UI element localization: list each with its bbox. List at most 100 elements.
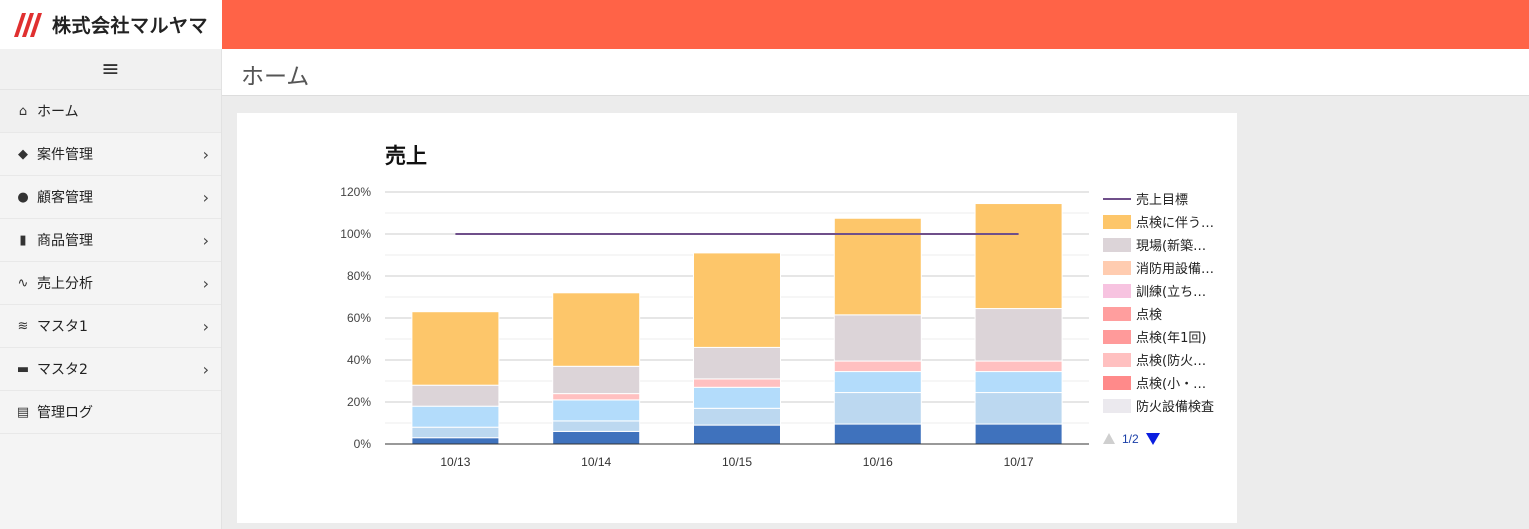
bar-segment — [552, 393, 641, 401]
sidebar-item-label: 商品管理 — [37, 233, 93, 249]
chevron-right-icon[interactable]: › — [202, 231, 209, 250]
menu-toggle-button[interactable]: ≡ — [0, 49, 221, 90]
sales-chart-card: 売上 0% 20% 40% 60% 80% 100% 120% 10/13 10/14 10/15 1… — [237, 113, 1237, 523]
bar-segment — [411, 437, 500, 445]
chevron-right-icon[interactable]: › — [202, 188, 209, 207]
line-chart-icon: ∿ — [17, 275, 29, 291]
legend-swatch — [1103, 353, 1131, 367]
bar-segment — [833, 423, 922, 445]
y-tick-label: 60% — [347, 311, 371, 325]
bar-segment — [833, 360, 922, 373]
legend-page-indicator: 1/2 — [1122, 432, 1139, 446]
bar-segment — [833, 392, 922, 425]
x-tick-label: 10/13 — [440, 455, 470, 469]
file-icon: ▤ — [16, 404, 30, 420]
bar-segment — [693, 346, 781, 380]
page-header: ホーム — [222, 49, 1529, 96]
bar-segment — [974, 371, 1063, 394]
chevron-right-icon[interactable]: › — [202, 317, 209, 336]
sidebar-item-label: 売上分析 — [37, 276, 93, 292]
legend-label: 点検(小・… — [1136, 377, 1206, 392]
briefcase-icon: ▬ — [16, 361, 30, 377]
legend-label: 点検(防火… — [1136, 353, 1206, 369]
bar-segment — [693, 378, 781, 388]
chevron-right-icon[interactable]: › — [202, 360, 209, 379]
sidebar-item-label: 案件管理 — [37, 147, 93, 163]
legend-label: 消防用設備… — [1136, 261, 1214, 277]
y-tick-label: 120% — [340, 185, 371, 199]
legend-label: 売上目標 — [1136, 192, 1188, 208]
y-tick-label: 100% — [340, 227, 371, 241]
bar-segment — [833, 314, 922, 362]
bar-segment — [552, 399, 641, 422]
bar-segment — [693, 252, 781, 348]
sidebar-item-4[interactable]: ∿ 売上分析 › — [0, 262, 221, 305]
x-tick-label: 10/14 — [581, 455, 611, 469]
bar-segment — [411, 426, 500, 439]
bar-segment — [833, 371, 922, 394]
x-tick-label: 10/16 — [863, 455, 893, 469]
legend-next-icon[interactable] — [1146, 433, 1160, 445]
y-tick-label: 40% — [347, 353, 371, 367]
sidebar-item-5[interactable]: ≋ マスタ1 › — [0, 305, 221, 348]
x-tick-label: 10/17 — [1004, 455, 1034, 469]
database-icon: ≋ — [17, 318, 29, 334]
sidebar-item-7[interactable]: ▤ 管理ログ — [0, 391, 221, 434]
y-tick-label: 20% — [347, 395, 371, 409]
legend-swatch — [1103, 284, 1131, 298]
bar-segment — [552, 292, 641, 367]
page-title: ホーム — [241, 64, 310, 90]
sidebar-item-2[interactable]: ● 顧客管理 › — [0, 176, 221, 219]
chevron-right-icon[interactable]: › — [202, 274, 209, 293]
sidebar-item-label: 管理ログ — [37, 405, 93, 421]
sidebar-item-label: ホーム — [37, 104, 79, 120]
sidebar-item-1[interactable]: ◆ 案件管理 › — [0, 133, 221, 176]
bar-segment — [974, 392, 1063, 425]
hamburger-icon[interactable]: ≡ — [101, 56, 120, 82]
bar-segment — [411, 405, 500, 428]
sales-chart: 売上 0% 20% 40% 60% 80% 100% 120% 10/13 10/14 10/15 1… — [340, 144, 1214, 469]
user-icon: ● — [17, 189, 29, 205]
chevron-right-icon[interactable]: › — [202, 145, 209, 164]
y-tick-label: 0% — [354, 437, 372, 451]
sidebar-item-label: マスタ2 — [37, 362, 88, 378]
brand[interactable]: 株式会社マルヤマ — [0, 0, 222, 49]
tags-icon: ◆ — [18, 146, 28, 162]
legend-swatch — [1103, 399, 1131, 413]
fire-extinguisher-icon: ▮ — [19, 232, 27, 248]
bar-segment — [411, 311, 500, 386]
bar-segment — [974, 308, 1063, 362]
bar-segment — [552, 430, 641, 445]
sidebar-item-3[interactable]: ▮ 商品管理 › — [0, 219, 221, 262]
top-app-bar — [0, 0, 1529, 49]
bar-segment — [552, 365, 641, 395]
sidebar-item-label: マスタ1 — [37, 319, 88, 335]
legend-label: 点検 — [1136, 308, 1162, 323]
bar-segment — [411, 384, 500, 407]
chart-title: 売上 — [385, 144, 427, 168]
legend-prev-icon[interactable] — [1103, 433, 1115, 444]
bar-segment — [833, 217, 922, 316]
bar-segment — [974, 360, 1063, 373]
company-logo — [14, 12, 42, 37]
legend-label: 点検に伴う… — [1136, 216, 1214, 231]
legend-label: 現場(新築… — [1136, 238, 1206, 254]
bar-segment — [693, 386, 781, 409]
legend-swatch — [1103, 307, 1131, 321]
sidebar-item-6[interactable]: ▬ マスタ2 › — [0, 348, 221, 391]
x-tick-label: 10/15 — [722, 455, 752, 469]
sidebar-item-label: 顧客管理 — [37, 190, 93, 206]
legend-label: 点検(年1回) — [1136, 331, 1206, 346]
home-icon: ⌂ — [18, 103, 28, 119]
legend-swatch — [1103, 215, 1131, 229]
bar-segment — [974, 423, 1063, 445]
company-name: 株式会社マルヤマ — [52, 15, 209, 37]
sidebar: ≡ ⌂ ホーム ◆ 案件管理 › ● 顧客管理 › ▮ 商品管理 › ∿ 売上分析 › ≋ マスタ1 › ▬ マスタ… — [0, 49, 222, 529]
bar-segment — [693, 407, 781, 426]
legend-label: 訓練(立ち… — [1136, 284, 1206, 300]
bar-segment — [552, 420, 641, 432]
bar-segment — [693, 424, 781, 445]
sidebar-item-0[interactable]: ⌂ ホーム — [0, 90, 221, 133]
legend-label: 防火設備検査 — [1136, 399, 1214, 415]
legend-swatch — [1103, 238, 1131, 252]
